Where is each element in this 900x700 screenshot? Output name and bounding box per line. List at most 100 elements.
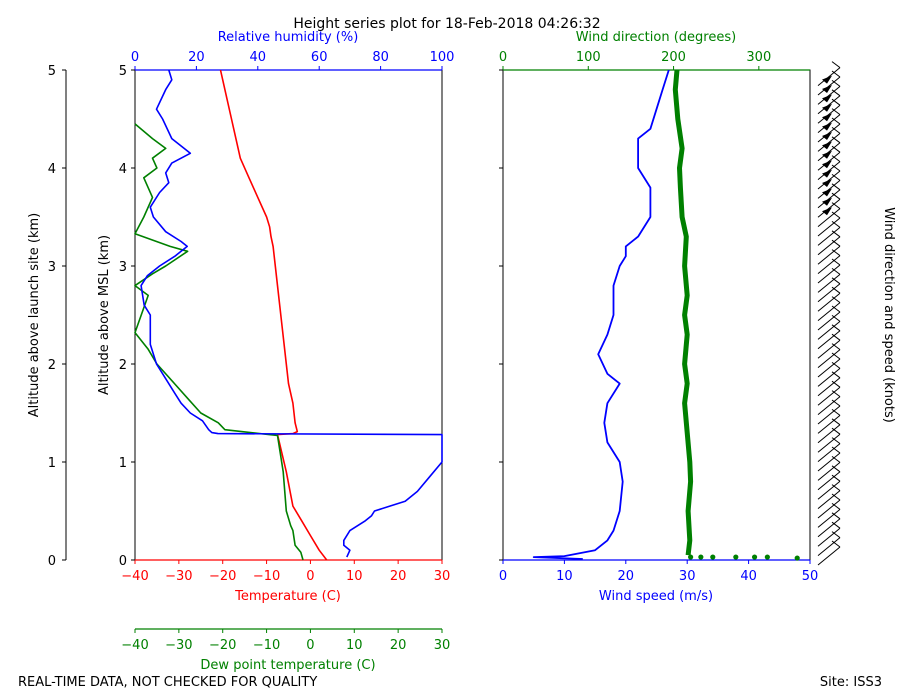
launch-axis-tick-label: 5: [48, 64, 56, 79]
temperature-axis-tick-label: −20: [209, 569, 236, 584]
wind-barb: [817, 339, 841, 359]
wind-direction-point: [764, 554, 770, 560]
left-y-axis-tick-label: 3: [119, 260, 127, 275]
wind-barb: [817, 255, 841, 274]
wind-barb-feather: [831, 399, 841, 407]
temperature-axis-tick-label: −30: [165, 569, 192, 584]
dewpoint-axis-tick-label: −30: [165, 638, 192, 653]
wind-direction-axis-tick-label: 300: [746, 50, 771, 65]
left-y-axis-tick-label: 1: [119, 456, 127, 471]
wind-barb-pennant: [822, 113, 832, 122]
launch-axis-tick-label: 4: [48, 162, 56, 177]
right-panel-frame: [502, 69, 811, 561]
wind-barb: [817, 95, 841, 115]
wind-barb-feather: [831, 305, 841, 313]
wind-barb: [817, 86, 841, 105]
wind-barb-feather: [831, 108, 841, 115]
wind-barb-pennant: [822, 122, 832, 131]
wind-barb: [817, 358, 841, 378]
wind-barb-pennant: [822, 75, 832, 84]
wind-barb-feather: [831, 333, 841, 341]
wind-barb-feather: [831, 390, 841, 398]
launch-axis-label: Altitude above launch site (km): [27, 213, 42, 417]
wind-barb-feather: [831, 258, 841, 266]
footer-site: Site: ISS3: [820, 675, 882, 690]
wind-barb-feather: [831, 408, 841, 416]
temperature-axis-tick-label: 0: [306, 569, 314, 584]
wind-barb-feather: [831, 512, 841, 520]
humidity-axis-tick-label: 100: [430, 50, 455, 65]
wind-barb-feather: [831, 427, 841, 435]
wind-barb: [817, 227, 841, 246]
wind-barb: [817, 311, 841, 331]
wind-barb: [817, 133, 841, 152]
left-y-axis-tick-label: 0: [119, 554, 127, 569]
left-y-axis-tick-label: 2: [119, 358, 127, 373]
wind-barb-feather: [831, 324, 841, 332]
wind-barb: [817, 245, 841, 265]
wind-barb: [817, 104, 841, 124]
wind-barb-feather: [831, 164, 841, 172]
wind-speed-axis-tick-label: 20: [618, 569, 635, 584]
wind-barb-feather: [831, 127, 841, 134]
wind-barb: [817, 180, 841, 199]
wind-barb-feather: [831, 239, 841, 247]
wind-direction-axis-tick-label: 200: [661, 50, 686, 65]
wind-direction-axis-tick-label: 0: [499, 50, 507, 65]
wind-barb-pennant: [822, 207, 832, 216]
wind-barb-feather: [831, 61, 841, 68]
wind-barb: [817, 415, 841, 434]
wind-barb: [817, 76, 841, 96]
wind-barb-feather: [831, 211, 841, 219]
humidity-line: [140, 69, 443, 558]
wind-barb: [817, 189, 841, 209]
wind-barb: [817, 67, 841, 86]
wind-barb-feather: [831, 502, 841, 510]
humidity-axis-tick-label: 40: [250, 50, 267, 65]
wind-speed-axis-tick-label: 40: [740, 569, 757, 584]
axis-ticks: −40 −30 −20 −10 0 10 20 30−40 −30 −20 −10 0 10 20 300 2…: [48, 50, 819, 653]
wind-barb-feather: [831, 70, 841, 78]
wind-barb-feather: [831, 455, 841, 463]
wind-barb-feather: [831, 117, 841, 125]
wind-barb: [817, 377, 841, 397]
wind-barb-feather: [831, 173, 841, 181]
dewpoint-axis-tick-label: 30: [434, 638, 451, 653]
wind-barb: [817, 123, 841, 143]
wind-barb-pennant: [822, 179, 832, 187]
wind-barb-feather: [831, 343, 841, 351]
wind-barb-feather: [831, 380, 841, 388]
wind-barb-feather: [831, 249, 841, 257]
wind-barb: [817, 170, 841, 190]
wind-barb-pennant: [822, 85, 832, 93]
wind-barb-feather: [831, 418, 841, 426]
wind-barb-feather: [831, 531, 841, 538]
wind-barb-feather: [831, 437, 841, 445]
wind-barb-pennant: [822, 197, 832, 206]
footer-disclaimer: REAL-TIME DATA, NOT CHECKED FOR QUALITY: [18, 675, 317, 690]
wind-barb: [817, 349, 841, 368]
dewpoint-axis-tick-label: 20: [390, 638, 407, 653]
temperature-axis-tick-label: −40: [121, 569, 148, 584]
wind-barb-feather: [831, 540, 841, 548]
wind-direction-point: [794, 555, 800, 561]
wind-barb-feather: [831, 465, 841, 473]
wind-barb: [817, 490, 841, 509]
wind-barb: [817, 236, 841, 256]
wind-direction-point: [688, 554, 694, 560]
left-y-axis-label: Altitude above MSL (km): [97, 235, 112, 395]
wind-barb-pennant: [822, 169, 832, 178]
humidity-axis-tick-label: 20: [188, 50, 205, 65]
wind-barb-feather: [831, 286, 841, 294]
wind-barb-feather: [831, 230, 841, 238]
wind-barb-feather: [831, 314, 841, 322]
wind-barb: [817, 462, 841, 481]
wind-barb-feather: [831, 521, 841, 529]
humidity-axis-tick-label: 0: [131, 50, 139, 65]
temperature-axis-tick-label: 20: [390, 569, 407, 584]
wind-direction-line: [672, 69, 694, 556]
left-y-axis-tick-label: 4: [119, 162, 127, 177]
wind-barb: [817, 208, 841, 227]
wind-barb-feather: [831, 296, 841, 304]
